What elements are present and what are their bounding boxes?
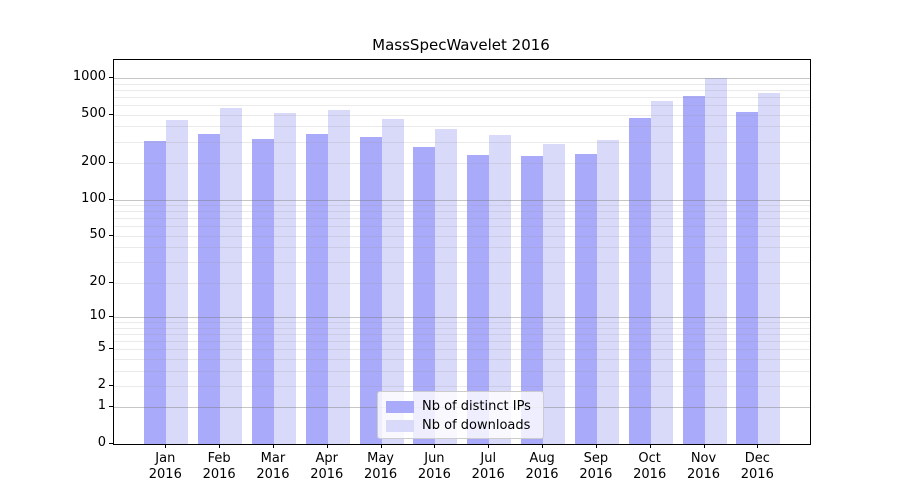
x-tick-label: Sep 2016 (579, 451, 613, 482)
x-tick-label: Apr 2016 (310, 451, 344, 482)
bar-downloads-feb (220, 107, 243, 444)
legend-label-distinct-ips: Nb of distinct IPs (422, 399, 531, 414)
x-tick-mark (703, 444, 705, 448)
y-tick-mark (109, 315, 113, 317)
x-tick-mark (434, 444, 436, 448)
bar-distinct-ips-dec (736, 112, 759, 444)
y-tick-mark (109, 348, 113, 350)
y-tick-label: 100 (81, 190, 106, 206)
bar-distinct-ips-aug (521, 156, 544, 444)
legend: Nb of distinct IPs Nb of downloads (377, 391, 544, 439)
legend-swatch-downloads (386, 419, 414, 432)
bar-downloads-dec (758, 92, 781, 444)
y-tick-label: 1000 (72, 69, 106, 85)
bar-downloads-mar (273, 112, 296, 444)
x-tick-label: Jan 2016 (148, 451, 182, 482)
x-tick-label: Nov 2016 (686, 451, 721, 482)
bar-downloads-sep (596, 139, 619, 444)
legend-swatch-distinct-ips (386, 400, 414, 413)
legend-label-downloads: Nb of downloads (422, 418, 531, 433)
x-tick-mark (326, 444, 328, 448)
chart-title: MassSpecWavelet 2016 (372, 36, 550, 54)
bar-downloads-apr (327, 110, 350, 444)
bar-downloads-jun (435, 129, 458, 444)
bar-distinct-ips-feb (198, 133, 221, 444)
y-tick-mark (109, 234, 113, 236)
bar-downloads-nov (704, 78, 727, 444)
x-tick-mark (165, 444, 167, 448)
y-tick-label: 1 (97, 398, 106, 414)
bar-distinct-ips-jul (467, 154, 490, 444)
y-tick-mark (109, 77, 113, 79)
y-tick-label: 5 (97, 340, 106, 356)
bar-distinct-ips-mar (251, 138, 274, 444)
y-tick-label: 2 (97, 376, 106, 392)
y-tick-label: 10 (89, 307, 106, 323)
bar-downloads-aug (543, 143, 566, 444)
y-tick-mark (109, 384, 113, 386)
x-tick-label: Feb 2016 (202, 451, 236, 482)
x-tick-label: May 2016 (364, 451, 398, 482)
y-tick-label: 500 (81, 105, 106, 121)
x-tick-label: Dec 2016 (740, 451, 774, 482)
bar-distinct-ips-jun (413, 146, 436, 444)
x-tick-mark (757, 444, 759, 448)
x-tick-mark (542, 444, 544, 448)
x-tick-mark (595, 444, 597, 448)
bars-layer (114, 60, 810, 444)
y-tick-mark (109, 113, 113, 115)
y-tick-mark (109, 162, 113, 164)
bar-distinct-ips-apr (305, 133, 328, 444)
x-tick-mark (380, 444, 382, 448)
x-tick-label: Jun 2016 (417, 451, 451, 482)
x-tick-label: Jul 2016 (471, 451, 505, 482)
y-tick-mark (109, 443, 113, 444)
x-tick-mark (649, 444, 651, 448)
x-tick-mark (488, 444, 490, 448)
bar-distinct-ips-oct (628, 117, 651, 444)
legend-item-distinct-ips: Nb of distinct IPs (386, 397, 543, 416)
x-tick-mark (219, 444, 221, 448)
y-tick-mark (109, 281, 113, 283)
bar-distinct-ips-jan (144, 140, 167, 444)
y-tick-label: 200 (81, 154, 106, 170)
bar-downloads-jan (166, 120, 189, 444)
y-tick-label: 20 (89, 273, 106, 289)
y-tick-label: 50 (89, 226, 106, 242)
bar-distinct-ips-sep (574, 153, 597, 444)
bar-downloads-may (381, 119, 404, 444)
bar-distinct-ips-nov (682, 95, 705, 444)
bar-downloads-jul (489, 135, 512, 444)
y-tick-label: 0 (97, 435, 106, 450)
legend-item-downloads: Nb of downloads (386, 416, 543, 435)
x-tick-label: Aug 2016 (525, 451, 559, 482)
plot-area (113, 59, 811, 445)
x-tick-mark (272, 444, 274, 448)
y-tick-mark (109, 406, 113, 408)
bar-downloads-oct (650, 101, 673, 444)
x-tick-label: Mar 2016 (256, 451, 290, 482)
bar-distinct-ips-may (359, 136, 382, 444)
y-tick-mark (109, 198, 113, 200)
x-tick-label: Oct 2016 (633, 451, 667, 482)
